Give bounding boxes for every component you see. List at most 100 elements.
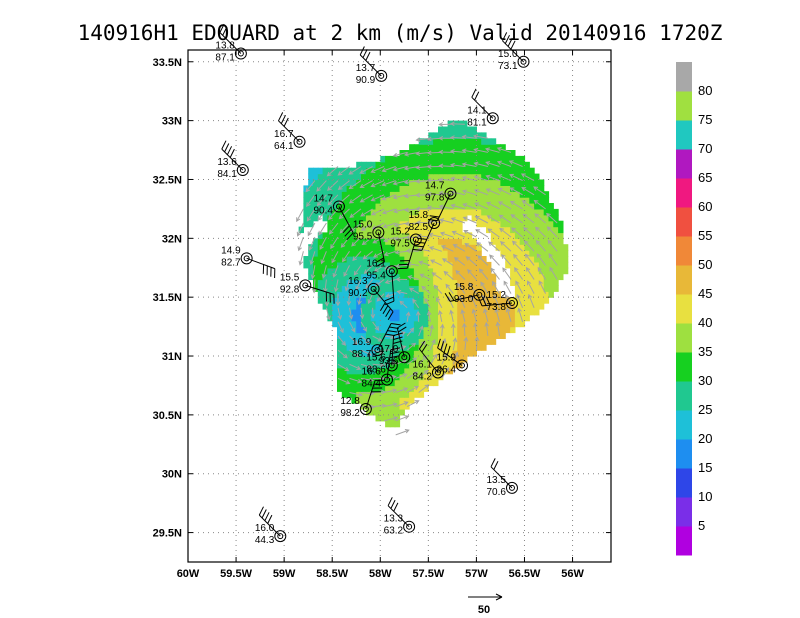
wind-speed-cell bbox=[514, 261, 521, 269]
wind-speed-cell bbox=[365, 161, 372, 169]
wind-speed-cell bbox=[351, 308, 357, 316]
wind-speed-cell bbox=[341, 220, 348, 228]
dropsonde-station: 15.688.6 bbox=[366, 332, 403, 375]
wind-speed-cell bbox=[510, 273, 516, 281]
wind-vector bbox=[344, 279, 350, 292]
wind-speed-cell bbox=[534, 220, 540, 228]
wind-speed-cell bbox=[543, 197, 550, 204]
wind-barb-flag bbox=[267, 514, 273, 524]
station-ring bbox=[299, 279, 312, 292]
wind-speed-cell bbox=[346, 232, 352, 239]
station-wind-label: 15.8 bbox=[409, 210, 429, 221]
wind-speed-cell bbox=[438, 155, 444, 163]
wind-vector bbox=[475, 229, 489, 238]
wind-speed-cell bbox=[341, 232, 348, 239]
wind-speed-cell bbox=[438, 344, 444, 351]
wind-speed-cell bbox=[365, 250, 372, 257]
wind-speed-cell bbox=[514, 232, 521, 239]
wind-speed-cell bbox=[332, 279, 338, 286]
station-ring bbox=[332, 200, 345, 213]
wind-speed-cell bbox=[462, 267, 468, 275]
wind-speed-cell bbox=[413, 226, 420, 234]
wind-vector bbox=[298, 251, 304, 266]
wind-speed-cell bbox=[370, 361, 377, 369]
wind-speed-cell bbox=[447, 197, 453, 204]
wind-speed-cell bbox=[452, 350, 458, 357]
wind-vector bbox=[393, 222, 408, 228]
station-wind-label: 17.0 bbox=[379, 344, 399, 355]
wind-speed-cell bbox=[514, 173, 521, 181]
wind-speed-cell bbox=[399, 320, 405, 328]
station-ring bbox=[359, 402, 372, 415]
wind-speed-cell bbox=[534, 279, 540, 286]
wind-speed-cell bbox=[409, 256, 415, 263]
wind-vector bbox=[396, 289, 408, 295]
wind-vector bbox=[501, 254, 512, 266]
wind-speed-cell bbox=[433, 167, 439, 175]
wind-vector bbox=[520, 173, 535, 182]
wind-speed-cell bbox=[538, 208, 545, 216]
wind-speed-cell bbox=[399, 409, 405, 416]
wind-speed-cell bbox=[495, 332, 501, 339]
wind-speed-cell bbox=[385, 220, 391, 228]
wind-speed-cell bbox=[486, 167, 492, 175]
wind-speed-cell bbox=[534, 273, 540, 281]
wind-barb-staff bbox=[221, 148, 244, 171]
wind-speed-cell bbox=[423, 203, 429, 210]
wind-speed-cell bbox=[558, 226, 564, 234]
wind-speed-cell bbox=[346, 285, 352, 292]
wind-vector bbox=[399, 300, 408, 309]
wind-barb-staff bbox=[376, 323, 392, 351]
wind-speed-cell bbox=[505, 203, 511, 210]
wind-barb-flag bbox=[412, 248, 422, 251]
wind-speed-cell bbox=[346, 308, 352, 316]
wind-speed-cell bbox=[356, 338, 362, 345]
wind-speed-cell bbox=[423, 285, 429, 292]
wind-vector bbox=[424, 297, 431, 309]
station-value-label: 84.4 bbox=[362, 379, 382, 390]
wind-speed-cell bbox=[346, 256, 352, 263]
dropsonde-station: 13.790.9 bbox=[356, 46, 388, 86]
wind-speed-cell bbox=[447, 344, 453, 351]
wind-speed-cell bbox=[524, 244, 530, 251]
wind-speed-cell bbox=[519, 314, 526, 322]
wind-vector bbox=[331, 251, 339, 264]
wind-speed-cell bbox=[418, 303, 425, 310]
wind-speed-cell bbox=[389, 414, 396, 422]
wind-speed-cell bbox=[481, 303, 487, 310]
wind-barb-flag bbox=[219, 23, 225, 33]
wind-speed-cell bbox=[505, 238, 511, 245]
wind-speed-cell bbox=[370, 297, 377, 304]
wind-speed-cell bbox=[409, 238, 415, 245]
wind-speed-cell bbox=[519, 179, 526, 186]
wind-speed-cell bbox=[341, 267, 348, 275]
wind-speed-cell bbox=[322, 197, 328, 204]
wind-speed-cell bbox=[495, 244, 501, 251]
wind-speed-cell bbox=[327, 179, 333, 186]
wind-speed-cell bbox=[409, 155, 415, 163]
wind-vector bbox=[352, 250, 362, 262]
station-ring bbox=[431, 366, 444, 379]
wind-speed-cell bbox=[529, 179, 535, 186]
wind-speed-cell bbox=[452, 150, 458, 157]
wind-speed-cell bbox=[385, 232, 391, 239]
wind-vector bbox=[439, 231, 454, 238]
wind-vector bbox=[418, 355, 428, 365]
wind-speed-cell bbox=[346, 173, 352, 181]
wind-speed-cell bbox=[452, 132, 458, 139]
wind-speed-cell bbox=[389, 167, 396, 175]
wind-barb-flag bbox=[507, 37, 513, 47]
wind-speed-cell bbox=[438, 320, 444, 328]
wind-barb-flag bbox=[390, 347, 401, 351]
wind-vector bbox=[493, 294, 500, 308]
wind-vector bbox=[473, 175, 489, 182]
wind-speed-cell bbox=[380, 155, 386, 163]
wind-speed-cell bbox=[481, 138, 487, 145]
wind-speed-cell bbox=[375, 391, 381, 398]
wind-speed-cell bbox=[317, 261, 324, 269]
wind-speed-cell bbox=[514, 191, 521, 198]
wind-vector bbox=[381, 166, 396, 173]
wind-speed-cell bbox=[365, 214, 372, 222]
wind-speed-cell bbox=[351, 379, 357, 387]
colorbar-label: 80 bbox=[698, 83, 712, 98]
